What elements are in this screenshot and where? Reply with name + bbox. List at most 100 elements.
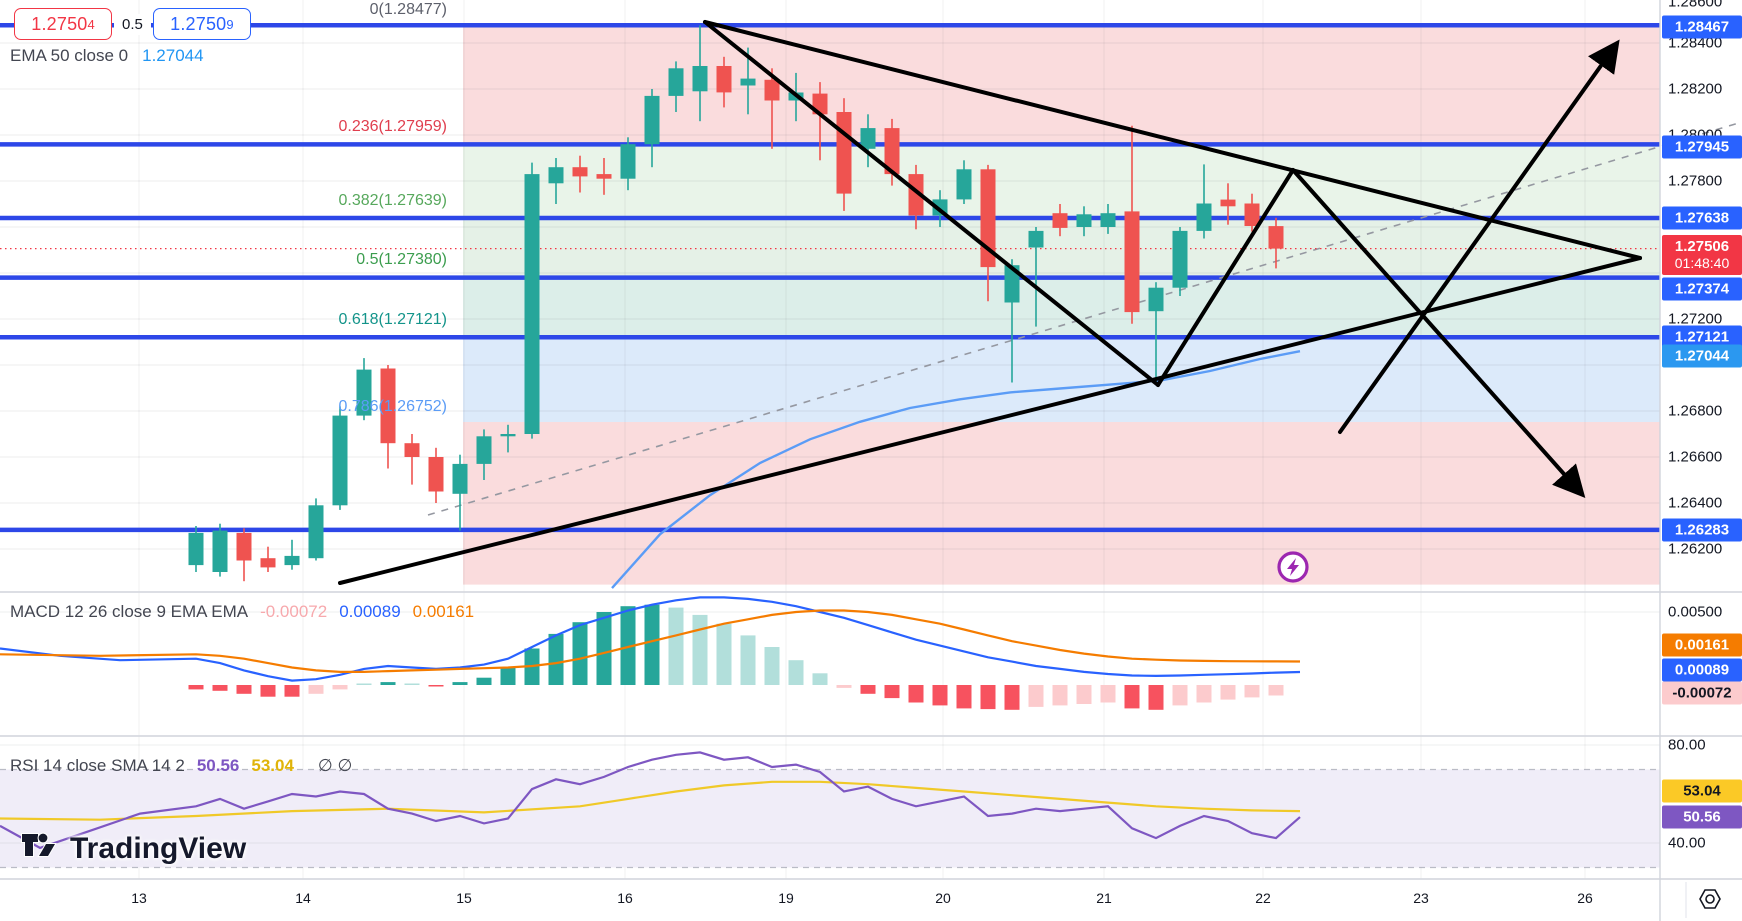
fib-level-label: 0.786(1.26752) [338, 398, 447, 415]
macd-histogram-bar [884, 685, 900, 699]
rsi-axis-label: 40.00 [1668, 834, 1706, 852]
time-axis-label[interactable]: 22 [1255, 890, 1271, 906]
candle [1052, 213, 1068, 228]
candle [1220, 199, 1236, 207]
forecast-arrow [1338, 39, 1620, 434]
time-axis-label[interactable]: 20 [935, 890, 951, 906]
macd-histogram-bar [1100, 685, 1116, 703]
ema-legend[interactable]: EMA 50 close 0 1.27044 [10, 46, 204, 66]
candle [1124, 211, 1140, 313]
macd-histogram-bar [668, 607, 684, 685]
macd-value: -0.00072 [260, 602, 328, 621]
macd-histogram-bar [980, 685, 996, 710]
macd-histogram-bar [908, 685, 924, 703]
buy-button[interactable]: 1.2750 9 [152, 8, 251, 40]
macd-histogram-bar [956, 685, 972, 709]
candle [644, 95, 660, 145]
macd-line [0, 596, 1301, 682]
macd-histogram-bar [428, 685, 444, 687]
rsi-legend-values: 50.56 53.04 [197, 756, 306, 776]
rsi-badge: 50.56 [1662, 805, 1742, 829]
candle [260, 558, 276, 568]
candle [1100, 213, 1116, 227]
candle [500, 434, 516, 437]
macd-histogram-bar [1244, 685, 1260, 698]
macd-histogram-bar [452, 682, 468, 685]
fib-zone [463, 218, 1660, 278]
candle [380, 368, 396, 444]
ema-legend-value: 1.27044 [142, 46, 204, 65]
price-badge: 1.27638 [1662, 206, 1742, 230]
rsi-legend[interactable]: RSI 14 close SMA 14 2 50.56 53.04 ∅ ∅ [10, 756, 352, 776]
macd-histogram-bar [500, 667, 516, 685]
fib-zone [463, 144, 1660, 218]
macd-histogram-bar [1172, 685, 1188, 706]
macd-legend-label: MACD 12 26 close 9 EMA EMA [10, 602, 249, 621]
candle [620, 144, 636, 179]
sell-button[interactable]: 1.2750 4 [14, 8, 112, 40]
price-badge: 1.28467 [1662, 15, 1742, 39]
watermark-text: TradingView [70, 831, 247, 865]
price-axis-label: 1.26200 [1668, 540, 1723, 558]
time-axis-label[interactable]: 15 [456, 890, 472, 906]
trendline [1156, 168, 1295, 387]
price-axis-label: 1.27800 [1668, 172, 1723, 190]
candle [188, 532, 204, 566]
macd-histogram-bar [716, 623, 732, 685]
macd-histogram-bar [188, 685, 204, 690]
macd-histogram-bar [548, 633, 564, 685]
rsi-badge: 53.04 [1662, 779, 1742, 803]
fib-level-label: 0.236(1.27959) [338, 118, 447, 135]
macd-histogram-bar [212, 685, 228, 691]
macd-histogram-bar [596, 612, 612, 685]
macd-badge: 0.00161 [1662, 633, 1742, 657]
candle [428, 457, 444, 492]
candle [1196, 203, 1212, 231]
time-axis-label[interactable]: 14 [295, 890, 311, 906]
dashed-trendline [427, 121, 1742, 516]
rsi-axis-label: 80.00 [1668, 736, 1706, 754]
quick-settings-icon[interactable] [1694, 884, 1726, 914]
price-badge: 1.26283 [1662, 518, 1742, 542]
time-axis-label[interactable]: 23 [1413, 890, 1429, 906]
candle [596, 174, 612, 179]
rsi-value: 50.56 [196, 756, 240, 775]
macd-histogram-bar [1124, 685, 1140, 709]
macd-value: 0.00161 [412, 602, 475, 621]
price-badge: 1.27044 [1662, 344, 1742, 368]
lightning-icon [1277, 551, 1309, 583]
time-axis-label[interactable]: 19 [778, 890, 794, 906]
macd-legend-values: -0.00072 0.00089 0.00161 [260, 602, 486, 622]
price-badge: 1.27121 [1662, 325, 1742, 349]
candle [284, 555, 300, 566]
candle [1004, 265, 1020, 303]
rsi-line [0, 751, 1301, 850]
macd-histogram-bar [476, 677, 492, 685]
macd-histogram-bar [356, 683, 372, 685]
candle [524, 174, 540, 434]
rsi-legend-suffix: ∅ ∅ [317, 756, 353, 775]
macd-histogram-bar [1148, 685, 1164, 710]
macd-histogram-bar [260, 685, 276, 697]
fib-level-label: 0(1.28477) [369, 1, 447, 18]
price-axis-label: 1.26600 [1668, 448, 1723, 466]
time-axis-label[interactable]: 26 [1577, 890, 1593, 906]
price-axis-label: 1.27200 [1668, 310, 1723, 328]
macd-histogram-bar [764, 647, 780, 685]
candle [716, 66, 732, 93]
time-axis-label[interactable]: 13 [131, 890, 147, 906]
price-axis-label: 1.28600 [1668, 0, 1723, 11]
candle [1028, 230, 1044, 248]
time-axis-label[interactable]: 16 [617, 890, 633, 906]
macd-legend[interactable]: MACD 12 26 close 9 EMA EMA -0.00072 0.000… [10, 602, 486, 622]
macd-histogram-bar [1028, 685, 1044, 707]
rsi-band [0, 769, 1660, 868]
tradingview-watermark: TradingView [20, 830, 246, 867]
time-axis-label[interactable]: 21 [1096, 890, 1112, 906]
spread-label: 0.5 [114, 13, 151, 35]
macd-histogram-bar [740, 635, 756, 685]
candle [1268, 226, 1284, 249]
candle [764, 79, 780, 101]
fib-level-label: 0.382(1.27639) [338, 192, 447, 209]
